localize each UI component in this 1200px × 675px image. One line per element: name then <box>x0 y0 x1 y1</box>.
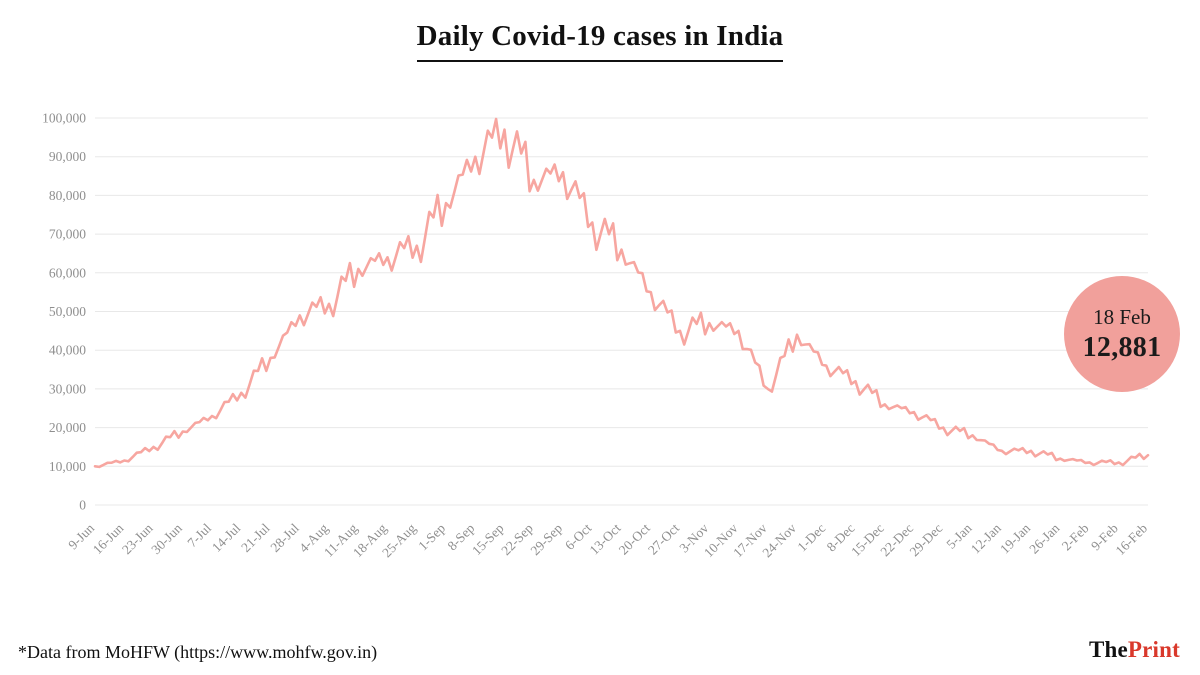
svg-text:80,000: 80,000 <box>49 188 86 203</box>
logo-print: Print <box>1127 637 1180 662</box>
svg-text:13-Oct: 13-Oct <box>586 520 623 557</box>
svg-text:1-Sep: 1-Sep <box>415 520 448 553</box>
svg-text:90,000: 90,000 <box>49 149 86 164</box>
svg-text:100,000: 100,000 <box>42 111 86 126</box>
svg-text:30-Jun: 30-Jun <box>148 520 185 557</box>
svg-text:20-Oct: 20-Oct <box>616 520 653 557</box>
title-area: Daily Covid-19 cases in India <box>0 20 1200 62</box>
svg-text:29-Dec: 29-Dec <box>907 521 946 560</box>
svg-text:30,000: 30,000 <box>49 381 86 396</box>
svg-text:24-Nov: 24-Nov <box>759 520 799 560</box>
footer: *Data from MoHFW (https://www.mohfw.gov.… <box>0 637 1200 663</box>
svg-text:50,000: 50,000 <box>49 304 86 319</box>
svg-text:10,000: 10,000 <box>49 459 86 474</box>
svg-text:20,000: 20,000 <box>49 420 86 435</box>
svg-text:25-Aug: 25-Aug <box>379 520 419 560</box>
svg-text:29-Sep: 29-Sep <box>527 520 565 558</box>
svg-text:16-Jun: 16-Jun <box>90 520 127 557</box>
svg-text:16-Feb: 16-Feb <box>1112 520 1150 558</box>
badge-date: 18 Feb <box>1093 304 1151 329</box>
svg-text:0: 0 <box>79 498 86 513</box>
svg-text:27-Oct: 27-Oct <box>645 520 682 557</box>
svg-text:15-Sep: 15-Sep <box>469 520 507 558</box>
svg-text:22-Sep: 22-Sep <box>498 520 536 558</box>
badge-value: 12,881 <box>1082 331 1162 363</box>
svg-text:28-Jul: 28-Jul <box>267 520 302 555</box>
svg-text:14-Jul: 14-Jul <box>209 520 244 555</box>
svg-text:70,000: 70,000 <box>49 227 86 242</box>
chart-title: Daily Covid-19 cases in India <box>416 20 784 62</box>
svg-text:19-Jan: 19-Jan <box>997 520 1033 556</box>
svg-text:60,000: 60,000 <box>49 265 86 280</box>
svg-text:1-Dec: 1-Dec <box>794 521 828 555</box>
latest-value-badge: 18 Feb 12,881 <box>1064 276 1180 392</box>
svg-text:23-Jun: 23-Jun <box>119 520 156 557</box>
svg-text:40,000: 40,000 <box>49 343 86 358</box>
svg-text:12-Jan: 12-Jan <box>968 520 1004 556</box>
theprint-logo: ThePrint <box>1089 637 1180 663</box>
svg-text:2-Feb: 2-Feb <box>1059 520 1092 553</box>
svg-text:26-Jan: 26-Jan <box>1026 520 1062 556</box>
data-source-note: *Data from MoHFW (https://www.mohfw.gov.… <box>18 642 378 662</box>
line-chart: 0 10,000 20,000 30,000 40,000 50,000 60,000 70,… <box>42 111 1150 561</box>
svg-text:21-Jul: 21-Jul <box>238 520 273 555</box>
logo-the: The <box>1088 637 1128 662</box>
